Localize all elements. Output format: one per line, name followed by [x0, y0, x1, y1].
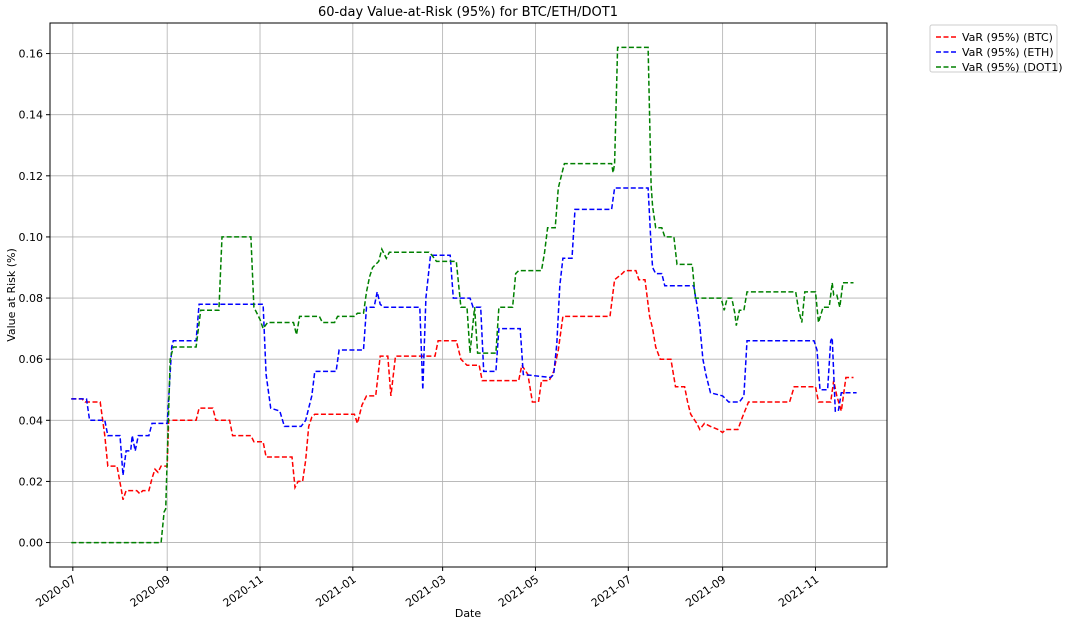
series-line-dot1 [71, 46, 854, 544]
series-group [71, 46, 857, 544]
y-tick-label: 0.04 [19, 414, 44, 427]
y-tick-label: 0.10 [19, 231, 44, 244]
y-tick-label: 0.06 [19, 353, 44, 366]
x-axis-label: Date [455, 607, 482, 620]
y-tick-label: 0.02 [19, 475, 44, 488]
series-line-btc [71, 269, 854, 501]
y-tick-label: 0.00 [19, 537, 44, 550]
y-tick-label: 0.14 [19, 109, 44, 122]
legend-label: VaR (95%) (DOT1) [962, 61, 1063, 74]
plot-area [50, 23, 887, 567]
chart-title: 60-day Value-at-Risk (95%) for BTC/ETH/D… [318, 5, 618, 20]
y-axis-label: Value at Risk (%) [5, 248, 18, 342]
legend-label: VaR (95%) (ETH) [962, 46, 1054, 59]
y-tick-label: 0.12 [19, 170, 44, 183]
y-tick-label: 0.16 [19, 48, 44, 61]
y-tick-label: 0.08 [19, 292, 44, 305]
plot-frame [49, 22, 888, 568]
legend-box [929, 24, 1058, 73]
legend: VaR (95%) (BTC) VaR (95%) (ETH) VaR (95%) … [929, 24, 1063, 74]
legend-label: VaR (95%) (BTC) [962, 31, 1053, 44]
